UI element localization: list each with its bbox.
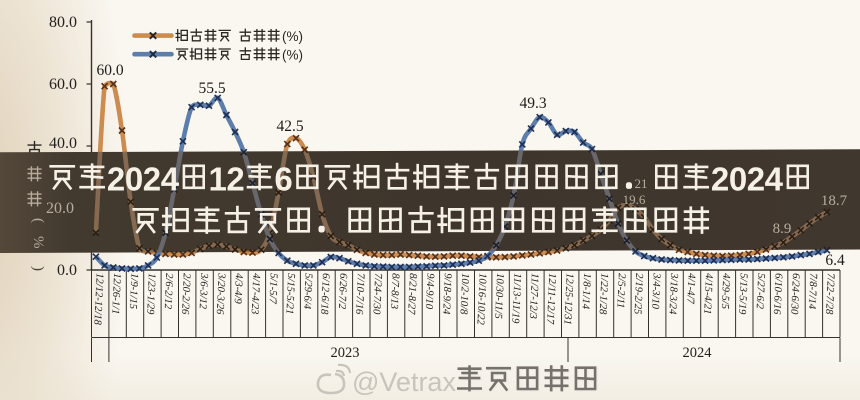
svg-text:2: 2 <box>747 161 765 198</box>
svg-text:1/8-1/14: 1/8-1/14 <box>580 273 593 310</box>
svg-text:18.7: 18.7 <box>821 193 848 209</box>
svg-text:6.4: 6.4 <box>825 252 845 269</box>
svg-text:1: 1 <box>209 161 227 198</box>
svg-text:(: ( <box>30 218 46 223</box>
svg-text:4/17-4/23: 4/17-4/23 <box>249 273 262 315</box>
svg-text:60.0: 60.0 <box>49 76 77 93</box>
svg-text:12/25-12/31: 12/25-12/31 <box>561 273 574 325</box>
svg-text:12/12-12/18: 12/12-12/18 <box>91 273 104 326</box>
svg-text:40.0: 40.0 <box>49 135 77 152</box>
svg-text:5/27-6/2: 5/27-6/2 <box>754 273 767 310</box>
svg-text:4/1-4/7: 4/1-4/7 <box>684 273 696 305</box>
svg-text:9/18-9/24: 9/18-9/24 <box>440 273 453 315</box>
svg-text:0: 0 <box>729 161 747 198</box>
svg-text:(%): (%) <box>282 29 303 44</box>
svg-text:7/22-7/28: 7/22-7/28 <box>823 273 836 315</box>
svg-text:2: 2 <box>143 161 161 198</box>
svg-text:5/1-5/7: 5/1-5/7 <box>266 273 278 305</box>
svg-text:@Vetrax: @Vetrax <box>352 367 456 397</box>
svg-text:): ) <box>30 266 46 271</box>
svg-text:8/21-8/27: 8/21-8/27 <box>405 273 418 315</box>
svg-text:4: 4 <box>765 161 784 198</box>
svg-text:5/15-5/21: 5/15-5/21 <box>283 273 296 315</box>
svg-text:7/8-7/14: 7/8-7/14 <box>806 273 819 310</box>
svg-text:6/26-7/2: 6/26-7/2 <box>336 273 349 310</box>
svg-text:11/27-12/3: 11/27-12/3 <box>527 273 540 319</box>
svg-text:55.5: 55.5 <box>198 80 225 97</box>
svg-text:7/10-7/16: 7/10-7/16 <box>353 273 366 315</box>
svg-text:12/11-12/17: 12/11-12/17 <box>544 273 557 325</box>
svg-text:49.3: 49.3 <box>519 95 546 112</box>
svg-text:4/29-5/5: 4/29-5/5 <box>719 273 732 309</box>
svg-text:80.0: 80.0 <box>49 14 77 31</box>
svg-text:2/19-2/25: 2/19-2/25 <box>632 273 645 315</box>
svg-text:2/6-2/12: 2/6-2/12 <box>162 273 175 310</box>
svg-text:4/3-4/9: 4/3-4/9 <box>232 273 244 305</box>
svg-text:2024: 2024 <box>683 345 713 361</box>
svg-text:6/12-6/18: 6/12-6/18 <box>318 273 331 315</box>
svg-text:2/5-2/11: 2/5-2/11 <box>614 273 627 309</box>
svg-text:12/26-1/1: 12/26-1/1 <box>109 273 122 315</box>
svg-text:3/18-3/24: 3/18-3/24 <box>666 272 679 315</box>
svg-text:0.0: 0.0 <box>57 262 77 279</box>
svg-text:3/4-3/10: 3/4-3/10 <box>649 272 662 310</box>
svg-text:10/2-10/8: 10/2-10/8 <box>457 273 470 315</box>
svg-text:6/24-6/30: 6/24-6/30 <box>788 273 801 315</box>
svg-text:0: 0 <box>125 161 143 198</box>
svg-text:1/23-1/29: 1/23-1/29 <box>144 273 157 315</box>
svg-text:21: 21 <box>635 176 648 191</box>
svg-text:3/6-3/12: 3/6-3/12 <box>197 272 210 310</box>
svg-text:11/13-11/19: 11/13-11/19 <box>509 273 522 324</box>
svg-text:2: 2 <box>107 161 125 198</box>
svg-text:1/9-1/15: 1/9-1/15 <box>127 273 140 309</box>
svg-text:20.0: 20.0 <box>46 200 74 217</box>
svg-text:10/16-10/22: 10/16-10/22 <box>474 273 487 326</box>
svg-text:2: 2 <box>711 161 729 198</box>
svg-text:19.6: 19.6 <box>623 192 646 207</box>
svg-text:42.5: 42.5 <box>276 118 303 135</box>
svg-text:6/10-6/16: 6/10-6/16 <box>771 273 784 315</box>
svg-text:5/13-5/19: 5/13-5/19 <box>736 273 749 315</box>
svg-text:%: % <box>30 236 46 249</box>
svg-text:4/15-4/21: 4/15-4/21 <box>701 273 714 315</box>
svg-text:3/20-3/26: 3/20-3/26 <box>214 272 227 315</box>
svg-text:60.0: 60.0 <box>96 62 123 79</box>
svg-text:7/24-7/30: 7/24-7/30 <box>370 273 383 315</box>
svg-text:1/22-1/28: 1/22-1/28 <box>597 273 610 315</box>
svg-text:10/30-11/5: 10/30-11/5 <box>492 273 505 319</box>
svg-text:5/29-6/4: 5/29-6/4 <box>301 273 314 310</box>
svg-text:2023: 2023 <box>331 345 360 361</box>
svg-text:2/20-2/26: 2/20-2/26 <box>179 273 192 315</box>
svg-text:8.9: 8.9 <box>773 221 792 237</box>
svg-text:8/7-8/13: 8/7-8/13 <box>388 273 401 309</box>
svg-text:9/4-9/10: 9/4-9/10 <box>423 273 436 310</box>
svg-text:(%): (%) <box>282 48 303 63</box>
svg-text:4: 4 <box>161 161 180 198</box>
svg-text:6: 6 <box>274 161 292 198</box>
svg-text:2: 2 <box>226 161 244 198</box>
